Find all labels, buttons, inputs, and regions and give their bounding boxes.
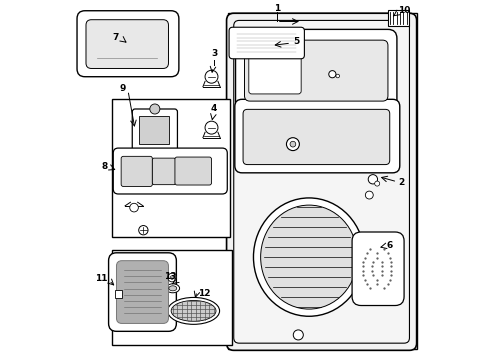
FancyBboxPatch shape bbox=[108, 253, 176, 331]
Circle shape bbox=[129, 203, 138, 212]
Circle shape bbox=[170, 276, 174, 279]
Text: 5: 5 bbox=[292, 37, 299, 46]
Text: 4: 4 bbox=[210, 104, 217, 113]
Text: 7: 7 bbox=[112, 33, 119, 42]
Circle shape bbox=[204, 70, 218, 83]
Text: 13: 13 bbox=[163, 272, 176, 281]
Circle shape bbox=[149, 104, 160, 114]
Ellipse shape bbox=[165, 284, 179, 293]
FancyBboxPatch shape bbox=[86, 20, 168, 68]
Circle shape bbox=[328, 71, 335, 78]
FancyBboxPatch shape bbox=[226, 13, 416, 350]
Circle shape bbox=[286, 138, 299, 150]
FancyBboxPatch shape bbox=[235, 30, 396, 110]
Ellipse shape bbox=[168, 286, 176, 291]
FancyBboxPatch shape bbox=[233, 21, 408, 343]
Ellipse shape bbox=[260, 205, 357, 309]
Circle shape bbox=[365, 191, 372, 199]
FancyBboxPatch shape bbox=[132, 109, 177, 150]
Circle shape bbox=[335, 74, 339, 78]
Circle shape bbox=[204, 121, 218, 134]
FancyBboxPatch shape bbox=[243, 109, 389, 165]
FancyBboxPatch shape bbox=[248, 52, 301, 94]
Text: 11: 11 bbox=[95, 274, 107, 283]
Bar bbox=[115, 290, 122, 298]
FancyBboxPatch shape bbox=[234, 99, 399, 173]
Text: 8: 8 bbox=[101, 162, 107, 171]
Circle shape bbox=[374, 181, 379, 186]
FancyBboxPatch shape bbox=[228, 27, 304, 59]
Bar bbox=[112, 99, 230, 237]
FancyBboxPatch shape bbox=[121, 156, 152, 186]
Ellipse shape bbox=[171, 301, 216, 321]
Bar bbox=[387, 10, 408, 26]
Circle shape bbox=[139, 226, 148, 235]
FancyBboxPatch shape bbox=[116, 261, 168, 323]
Text: 6: 6 bbox=[386, 241, 391, 250]
Ellipse shape bbox=[167, 297, 219, 324]
Bar bbox=[228, 13, 416, 348]
FancyBboxPatch shape bbox=[152, 158, 175, 185]
Circle shape bbox=[367, 175, 377, 184]
Circle shape bbox=[293, 330, 303, 340]
FancyBboxPatch shape bbox=[351, 232, 403, 306]
FancyBboxPatch shape bbox=[77, 11, 179, 77]
Bar bbox=[112, 250, 231, 345]
Text: 1: 1 bbox=[273, 4, 279, 13]
Text: 3: 3 bbox=[210, 49, 217, 58]
Text: 2: 2 bbox=[398, 178, 404, 187]
FancyBboxPatch shape bbox=[139, 116, 169, 144]
Text: 10: 10 bbox=[397, 6, 409, 15]
Text: 12: 12 bbox=[198, 289, 210, 298]
Text: 9: 9 bbox=[119, 84, 125, 93]
FancyBboxPatch shape bbox=[244, 40, 387, 101]
Circle shape bbox=[289, 141, 295, 147]
FancyBboxPatch shape bbox=[175, 157, 211, 185]
FancyBboxPatch shape bbox=[113, 148, 227, 194]
Circle shape bbox=[167, 273, 176, 282]
Ellipse shape bbox=[253, 198, 364, 316]
